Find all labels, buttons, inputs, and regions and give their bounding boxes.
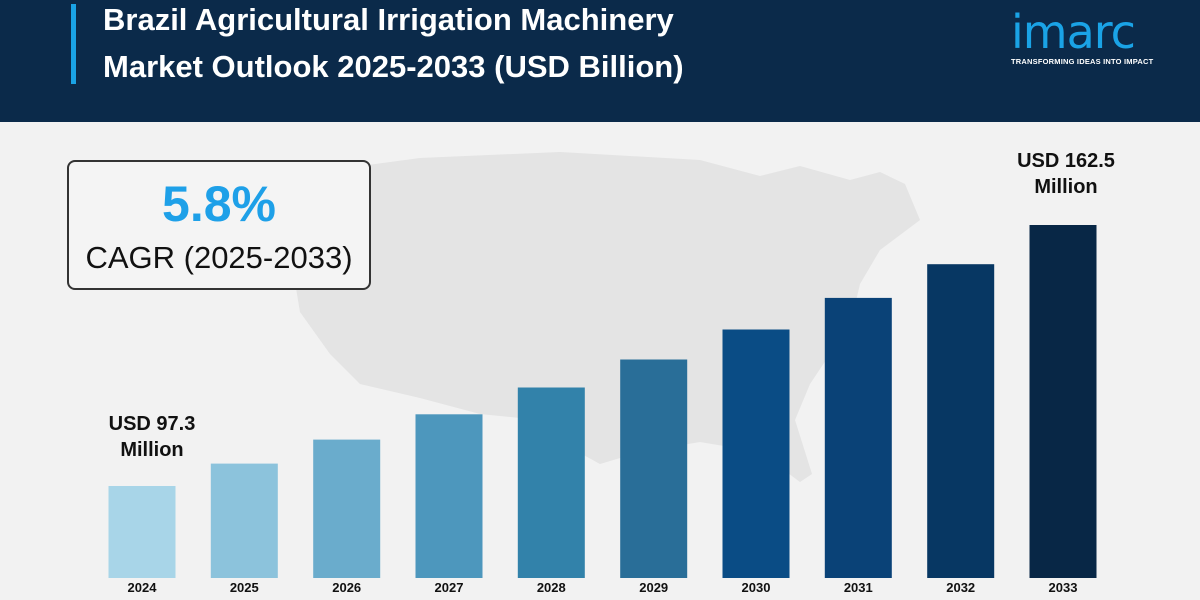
x-tick-label: 2030 <box>742 580 771 595</box>
end-value-line-2: Million <box>1034 176 1098 198</box>
x-tick-label: 2024 <box>128 580 158 595</box>
x-tick-label: 2027 <box>435 580 464 595</box>
chart-title-line-1: Brazil Agricultural Irrigation Machinery <box>103 2 674 37</box>
x-tick-label: 2031 <box>844 580 873 595</box>
logo-tagline: TRANSFORMING IDEAS INTO IMPACT <box>1011 57 1154 66</box>
start-value-annotation: USD 97.3 Million <box>82 411 222 463</box>
bar-2030 <box>722 329 790 578</box>
x-tick-label: 2033 <box>1049 580 1078 595</box>
x-tick-label: 2032 <box>946 580 975 595</box>
bar-2026 <box>313 439 381 578</box>
bar-2033 <box>1029 225 1097 578</box>
cagr-label: CAGR (2025-2033) <box>85 240 353 275</box>
bar-2029 <box>620 359 688 578</box>
x-tick-label: 2028 <box>537 580 566 595</box>
start-value-line-1: USD 97.3 <box>108 413 196 435</box>
title-accent-bar <box>71 4 76 84</box>
header-banner: Brazil Agricultural Irrigation Machinery… <box>0 0 1200 122</box>
x-tick-label: 2029 <box>639 580 668 595</box>
end-value-line-1: USD 162.5 <box>1017 150 1115 172</box>
bar-2028 <box>517 387 585 578</box>
bar-2027 <box>415 414 483 578</box>
bar-2031 <box>824 297 892 578</box>
chart-title-line-2: Market Outlook 2025-2033 (USD Billion) <box>103 49 684 84</box>
x-tick-label: 2025 <box>230 580 259 595</box>
x-tick-label: 2026 <box>332 580 361 595</box>
bar-2032 <box>927 264 995 578</box>
cagr-box: 5.8% CAGR (2025-2033) <box>67 160 371 290</box>
imarc-logo: imarc <box>1011 5 1136 59</box>
bar-2024 <box>108 486 176 578</box>
end-value-annotation: USD 162.5 Million <box>996 148 1136 200</box>
cagr-value: 5.8% <box>162 176 276 232</box>
start-value-line-2: Million <box>120 439 184 461</box>
bar-2025 <box>210 463 278 578</box>
